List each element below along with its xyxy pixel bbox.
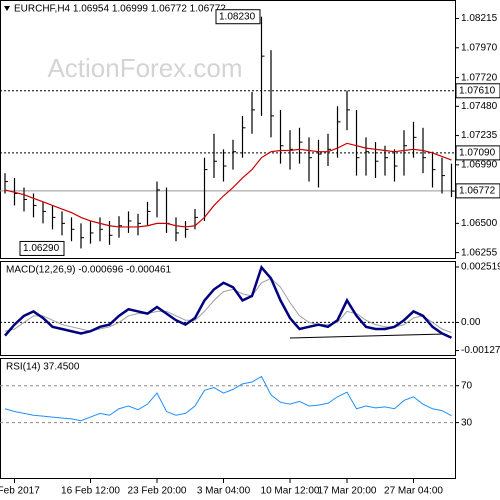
macd-line <box>4 277 452 334</box>
price-label: 1.06290 <box>23 243 60 254</box>
price-label: 1.08230 <box>219 11 256 22</box>
x-tick-label: 23 Feb 20:00 <box>128 486 187 497</box>
y-tick-label: 0.00 <box>461 317 481 328</box>
rsi-title: RSI(14) 37.4500 <box>6 362 80 373</box>
price-label-box <box>455 183 500 199</box>
price-label-box <box>215 9 261 25</box>
moving-average <box>4 142 452 228</box>
x-tick-label: 10 Mar 12:00 <box>261 486 320 497</box>
y-tick-label: 30 <box>461 417 473 428</box>
y-tick-label: 1.06500 <box>461 218 498 229</box>
price-label: 1.06772 <box>459 186 496 197</box>
rsi-line <box>4 375 452 422</box>
chart-title: EURCHF,H4 1.06954 1.06999 1.06772 1.0677… <box>14 4 226 15</box>
y-tick-label: 0.002519 <box>461 262 500 273</box>
y-tick-label: 1.07720 <box>461 72 498 83</box>
macd-title: MACD(12,26,9) -0.000696 -0.000461 <box>6 265 172 276</box>
price-label-box <box>19 240 65 256</box>
menu-arrow <box>4 6 10 11</box>
trend-line <box>289 333 446 339</box>
y-tick-label: 1.07970 <box>461 42 498 53</box>
x-tick-label: 9 Feb 2017 <box>0 486 40 497</box>
price-label-box <box>455 145 500 161</box>
y-tick-label: 1.06990 <box>461 159 498 170</box>
x-tick-label: 16 Feb 12:00 <box>61 486 120 497</box>
y-tick-label: 1.08215 <box>461 13 498 24</box>
macd-line <box>4 264 453 339</box>
y-tick-label: 1.07480 <box>461 101 498 112</box>
price-panel <box>0 0 456 259</box>
price-label: 1.07610 <box>459 85 496 96</box>
price-label-box <box>455 83 500 99</box>
x-tick-label: 3 Mar 04:00 <box>197 486 251 497</box>
y-tick-label: 1.06255 <box>461 247 498 258</box>
y-tick-label: 1.07235 <box>461 130 498 141</box>
x-tick-label: 17 Mar 20:00 <box>318 486 377 497</box>
macd-panel <box>0 261 456 356</box>
watermark: ActionForex.com <box>47 53 242 83</box>
x-tick-label: 27 Mar 04:00 <box>384 486 443 497</box>
y-tick-label: 70 <box>461 380 473 391</box>
rsi-panel <box>0 358 456 479</box>
price-label: 1.07090 <box>459 148 496 159</box>
